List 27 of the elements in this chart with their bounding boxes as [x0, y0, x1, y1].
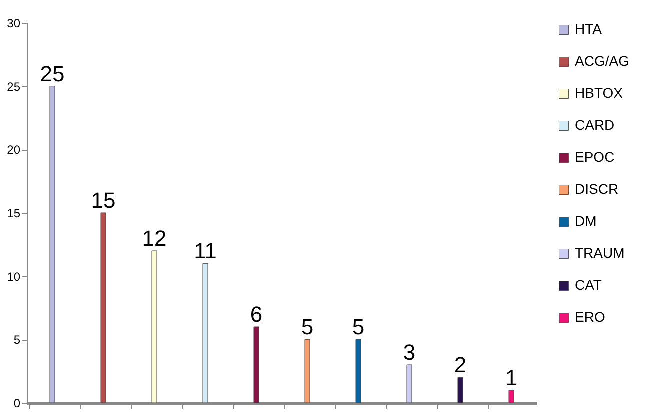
data-label: 3 [403, 340, 416, 365]
data-label: 15 [91, 188, 116, 213]
legend-label: ERO [575, 309, 606, 325]
y-tick-label: 10 [7, 270, 21, 284]
legend-label: ACG/AG [575, 53, 630, 69]
legend-label: DM [575, 213, 597, 229]
y-tick-label: 5 [14, 333, 21, 348]
data-label: 1 [505, 365, 518, 390]
legend-label: HTA [575, 21, 603, 37]
legend-label: EPOC [575, 149, 615, 165]
data-label: 5 [352, 314, 365, 340]
legend-label: HBTOX [575, 85, 624, 101]
data-label: 11 [194, 238, 217, 264]
data-label: 2 [454, 352, 467, 378]
legend-label: CAT [575, 277, 602, 293]
y-tick-label: 0 [14, 396, 21, 410]
legend-label: TRAUM [575, 245, 625, 261]
data-label: 5 [301, 314, 314, 340]
y-tick-label: 15 [7, 206, 21, 220]
y-tick-label: 25 [7, 80, 21, 94]
data-label: 25 [40, 61, 65, 86]
data-label: 12 [142, 226, 167, 251]
data-label: 6 [250, 302, 263, 327]
legend-label: DISCR [575, 181, 619, 197]
legend-label: CARD [575, 117, 615, 133]
y-tick-label: 20 [7, 143, 21, 158]
y-tick-label: 30 [7, 16, 21, 30]
